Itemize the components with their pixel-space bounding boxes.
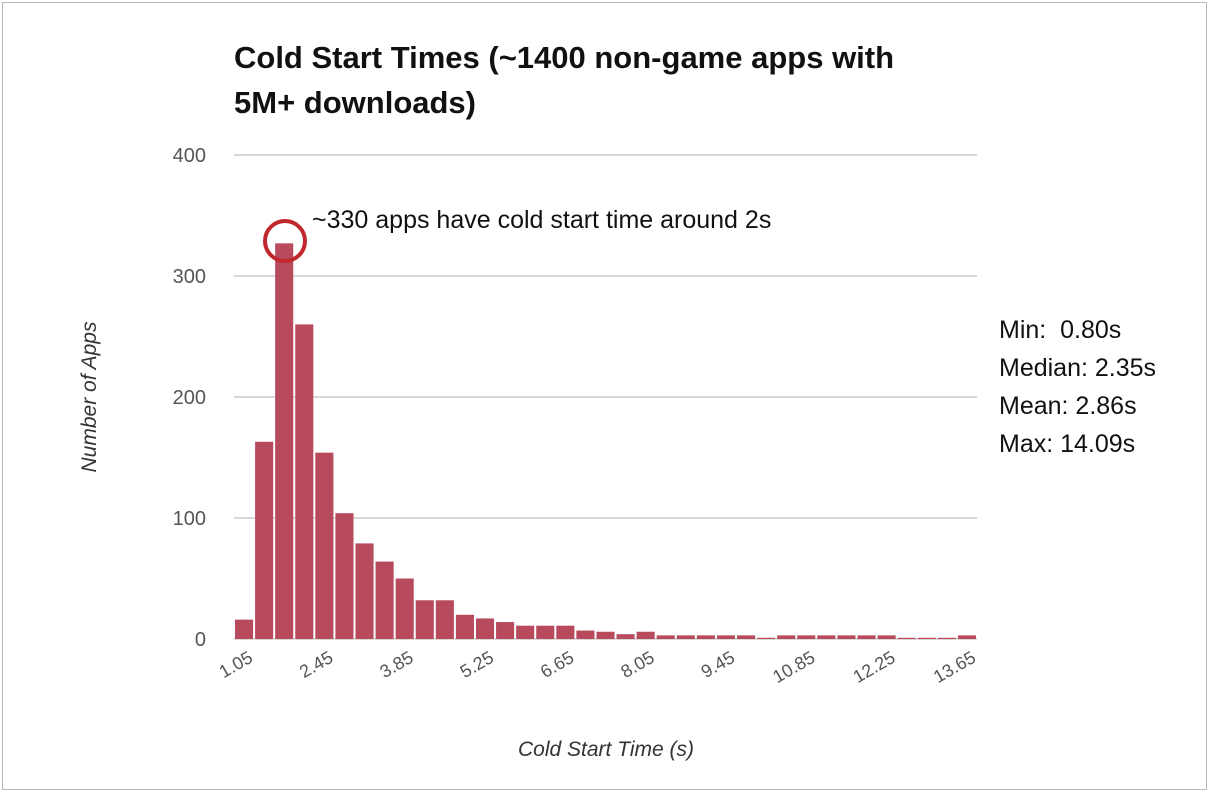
bar (797, 635, 816, 639)
stat-min: Min: 0.80s (999, 316, 1122, 344)
x-tick-label: 8.05 (617, 647, 657, 682)
annotation-text: ~330 apps have cold start time around 2s (312, 206, 772, 234)
x-tick-label: 5.25 (457, 647, 497, 682)
y-tick-label: 100 (173, 508, 206, 530)
chart-title-line-1: Cold Start Times (~1400 non-game apps wi… (234, 40, 895, 75)
x-tick-label: 9.45 (698, 647, 738, 682)
bar (897, 637, 916, 639)
y-tick-label: 300 (173, 266, 206, 288)
y-tick-label: 200 (173, 387, 206, 409)
bar (255, 441, 274, 639)
bars (235, 243, 976, 639)
x-axis-ticks: 1.05 2.45 3.85 5.25 6.65 8.05 9.45 10.85 12.25 13… (216, 647, 979, 687)
x-tick-label: 2.45 (296, 647, 336, 682)
bar (877, 635, 896, 639)
bar (716, 635, 736, 639)
bar (435, 600, 454, 639)
x-tick-label: 10.85 (769, 647, 818, 687)
bar (737, 635, 756, 639)
x-tick-label: 6.65 (537, 647, 577, 682)
x-tick-label: 12.25 (850, 647, 899, 687)
bar (837, 635, 856, 639)
y-tick-label: 0 (195, 629, 206, 651)
bar (616, 634, 635, 639)
x-axis-label: Cold Start Time (s) (518, 738, 694, 761)
bar (235, 619, 254, 639)
bar (295, 324, 314, 639)
y-axis-ticks: 0 100 200 300 400 (173, 145, 206, 651)
bar (676, 635, 695, 639)
bar (556, 625, 575, 639)
bar (516, 625, 535, 639)
y-axis-label: Number of Apps (78, 321, 101, 472)
bar (596, 631, 615, 639)
bar (395, 578, 414, 639)
bar (475, 618, 495, 639)
bar (656, 635, 675, 639)
bar (957, 635, 976, 639)
bar (455, 614, 474, 639)
bar (777, 635, 796, 639)
x-tick-label: 1.05 (216, 647, 256, 682)
chart-title-line-2: 5M+ downloads) (234, 85, 476, 120)
y-tick-label: 400 (173, 145, 206, 167)
bar (817, 635, 836, 639)
bar (335, 513, 354, 639)
bar (696, 635, 715, 639)
bar (415, 600, 434, 639)
bar (375, 561, 394, 639)
bar (937, 637, 956, 639)
bar (917, 637, 936, 639)
bar (275, 243, 294, 639)
bar (315, 452, 334, 639)
bar (496, 622, 515, 639)
bar (536, 625, 555, 639)
bar (355, 543, 374, 639)
stat-mean: Mean: 2.86s (999, 392, 1137, 420)
bar (857, 635, 876, 639)
annotation-circle (263, 219, 307, 263)
stat-max: Max: 14.09s (999, 430, 1136, 458)
bar (636, 631, 655, 639)
x-tick-label: 13.65 (930, 647, 979, 687)
bar (576, 630, 595, 639)
stat-median: Median: 2.35s (999, 354, 1157, 382)
bar (757, 637, 776, 639)
x-tick-label: 3.85 (376, 647, 416, 682)
